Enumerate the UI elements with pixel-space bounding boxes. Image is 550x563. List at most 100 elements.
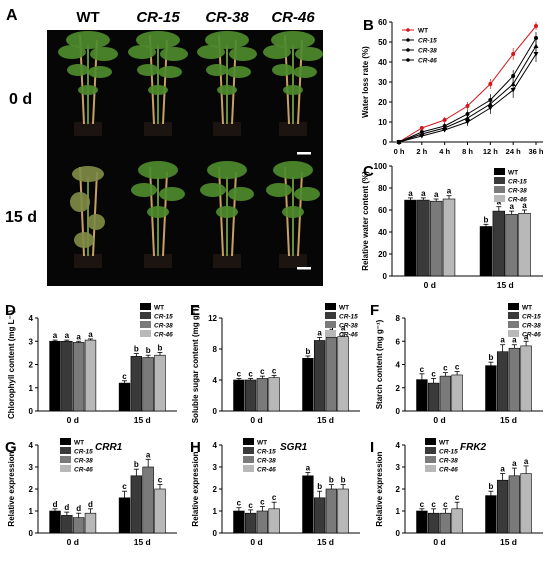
bar-cr-15-15-d <box>496 351 509 412</box>
bar-cr-46-0-d <box>268 508 280 534</box>
legend-label-cr-38: CR-38 <box>418 48 437 55</box>
legend-swatch-cr-15 <box>140 312 151 319</box>
significance-letter: b <box>341 476 346 485</box>
bar-cr-38-0-d <box>256 378 269 412</box>
y-tick-label: 8 <box>396 314 401 323</box>
genotype-label-cr46: CR-46 <box>271 9 315 26</box>
y-tick-label: 30 <box>378 78 387 87</box>
legend-label-cr-46: CR-46 <box>522 332 541 339</box>
panel-letter: E <box>190 302 200 319</box>
bar-cr-15-0-d <box>244 379 257 412</box>
legend-label-cr-15: CR-15 <box>74 449 93 456</box>
bar-wt-15-d <box>485 495 497 534</box>
gene-name: FRK2 <box>460 442 487 453</box>
y-axis-title: Relative expression <box>7 451 16 526</box>
significance-letter: b <box>146 346 151 355</box>
x-tick-label-0-d: 0 d <box>67 415 79 425</box>
legend-label-cr-46: CR-46 <box>154 332 173 339</box>
pot <box>144 122 172 136</box>
y-tick-label: 2 <box>213 485 218 494</box>
bar-cr-46-15-d <box>154 354 166 412</box>
x-tick-label-15-d: 15 d <box>134 537 151 547</box>
y-axis-title: Starch content (mg g⁻¹) <box>375 319 384 409</box>
leaf <box>271 31 315 49</box>
y-tick-label: 2 <box>396 384 401 393</box>
y-axis-title: Relative expression <box>191 451 200 526</box>
bar-cr-46-0-d <box>451 374 463 412</box>
legend-swatch-cr-15 <box>425 447 436 454</box>
bar-cr-15-0-d <box>61 340 73 412</box>
y-tick-label: 2 <box>29 361 34 370</box>
pot <box>213 122 241 136</box>
leaf <box>293 66 317 78</box>
pot <box>74 254 102 268</box>
x-tick-label-15-d: 15 d <box>134 415 151 425</box>
significance-letter: c <box>420 365 425 374</box>
plant-photos <box>58 31 323 268</box>
legend-label-cr-38: CR-38 <box>522 323 541 330</box>
significance-letter: b <box>134 345 139 354</box>
point-cr-46 <box>419 134 425 139</box>
legend-label-cr-38: CR-38 <box>439 458 458 465</box>
bar-cr-15-0-d <box>427 512 440 534</box>
point-cr-38 <box>533 43 539 48</box>
y-tick-label: 0 <box>213 529 218 538</box>
bar-cr-15-15-d <box>496 479 509 534</box>
point-cr-46 <box>396 140 402 145</box>
leaf <box>74 232 94 248</box>
significance-letter: d <box>53 500 58 509</box>
bar-cr-46-0-d <box>84 339 97 412</box>
significance-letter: b <box>134 460 139 469</box>
bar-wt-15-d <box>302 357 314 412</box>
legend: WT CR-15 CR-38 CR-46 <box>243 438 276 474</box>
panel-letter: H <box>190 439 201 456</box>
legend-swatch-cr-46 <box>60 465 71 472</box>
pot <box>213 254 241 268</box>
bar-cr-15-0-d <box>427 382 440 412</box>
y-tick-label: 4 <box>29 314 34 323</box>
significance-letter: a <box>317 328 322 337</box>
panel-a-photos: A WT CR-15 CR-38 CR-46 0 d 15 d <box>5 7 323 286</box>
significance-letter: c <box>260 367 265 376</box>
panel-e: 0 4 8 12 Soluble sugar content (mg g⁻¹)E 0 d c… <box>190 302 360 425</box>
point-cr-46 <box>533 52 539 57</box>
significance-letter: c <box>272 493 277 502</box>
leaf <box>197 45 225 59</box>
series-line-cr-46 <box>398 53 537 143</box>
significance-letter: b <box>488 482 493 491</box>
y-tick-label: 20 <box>378 98 387 107</box>
legend-label-cr-46: CR-46 <box>439 467 458 474</box>
bar-cr-15-0-d <box>417 199 430 277</box>
bar-wt-0-d <box>404 199 417 277</box>
legend-swatch-cr-46 <box>425 465 436 472</box>
legend-swatch-cr-15 <box>60 447 71 454</box>
legend-label-cr-38: CR-38 <box>74 458 93 465</box>
significance-letter: c <box>158 476 163 485</box>
leaf <box>207 161 247 179</box>
leaf <box>67 64 89 76</box>
significance-letter: b <box>484 215 489 224</box>
significance-letter: a <box>88 330 93 339</box>
panel-b: 0 10 20 30 40 50 60 Water loss rate (%) B 0 h 2 h 4… <box>361 17 544 156</box>
leaf <box>200 183 226 197</box>
legend-marker-cr-15 <box>406 38 410 42</box>
x-tick-label-2-h: 2 h <box>416 147 427 156</box>
significance-letter: a <box>146 450 151 459</box>
y-tick-label: 8 <box>213 345 218 354</box>
bar-cr-46-0-d <box>268 377 280 412</box>
legend-marker-cr-46 <box>406 58 410 62</box>
leaf <box>217 85 237 95</box>
legend-label-cr-46: CR-46 <box>418 58 437 65</box>
plant-r0-c3 <box>263 31 323 136</box>
legend-swatch-cr-46 <box>243 465 254 472</box>
leaf <box>205 31 249 49</box>
bar-cr-46-15-d <box>337 488 349 534</box>
significance-letter: b <box>158 343 163 352</box>
bar-cr-46-15-d <box>154 488 166 534</box>
significance-letter: a <box>329 325 334 334</box>
legend-label-cr-38: CR-38 <box>257 458 276 465</box>
panel-c: 0 20 40 60 80 100 Relative water content (%)C 0… <box>361 162 543 290</box>
